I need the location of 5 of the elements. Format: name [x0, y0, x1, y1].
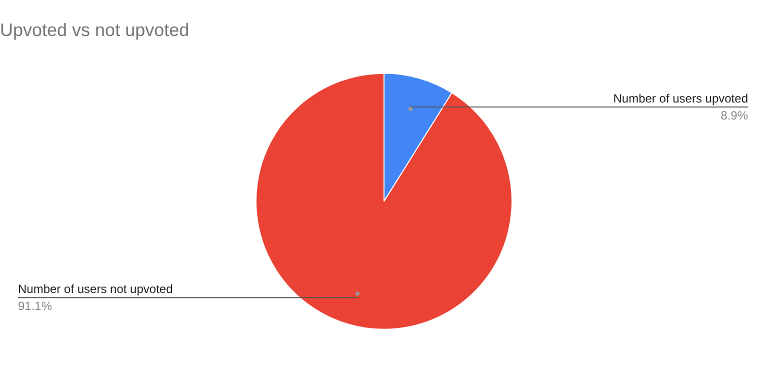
data-label: 8.9%	[720, 108, 748, 122]
slice-label: Number of users not upvoted	[18, 282, 173, 296]
slice-label: Number of users upvoted	[613, 91, 748, 106]
chart-title: Upvoted vs not upvoted	[0, 20, 190, 40]
data-label: 91.1%	[18, 298, 52, 313]
